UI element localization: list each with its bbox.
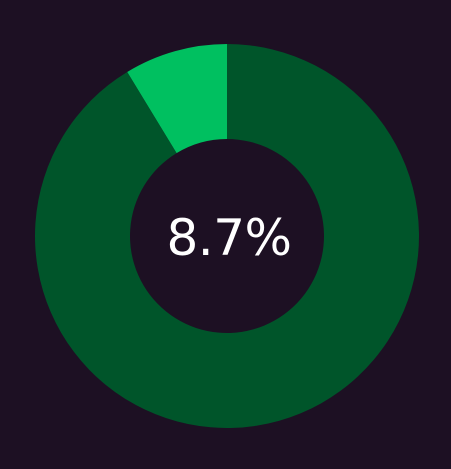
- donut-slice-2: [35, 44, 420, 428]
- donut-slice-1: [127, 44, 227, 154]
- center-percentage-label: 8.7%: [166, 209, 292, 267]
- donut-slices: [35, 44, 420, 428]
